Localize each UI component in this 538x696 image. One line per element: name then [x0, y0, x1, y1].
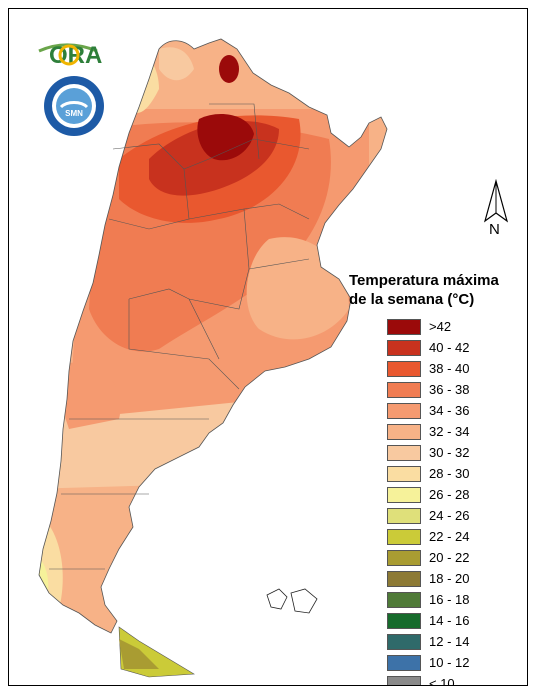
legend-label: 36 - 38: [429, 382, 470, 397]
legend-item: 26 - 28: [387, 486, 517, 507]
legend-item: 28 - 30: [387, 465, 517, 486]
legend-title-line1: Temperatura máxima: [349, 272, 499, 289]
legend-label: 28 - 30: [429, 466, 470, 481]
legend-label: 12 - 14: [429, 634, 470, 649]
legend-item: 22 - 24: [387, 528, 517, 549]
legend-swatch: [387, 529, 421, 545]
legend-swatch: [387, 319, 421, 335]
legend-swatch: [387, 445, 421, 461]
smn-logo: SMN: [43, 75, 105, 137]
legend-item: 30 - 32: [387, 444, 517, 465]
legend-label: 40 - 42: [429, 340, 470, 355]
legend-swatch: [387, 676, 421, 685]
legend-swatch: [387, 655, 421, 671]
legend-item: 18 - 20: [387, 570, 517, 591]
province-boundaries: [49, 103, 310, 570]
svg-text:ORA: ORA: [49, 42, 102, 69]
legend-swatch: [387, 487, 421, 503]
legend-swatch: [387, 340, 421, 356]
argentina-temperature-map: [38, 38, 388, 678]
svg-text:SMN: SMN: [65, 109, 83, 118]
legend-item: 38 - 40: [387, 360, 517, 381]
legend-item: 40 - 42: [387, 339, 517, 360]
legend-label: 18 - 20: [429, 571, 470, 586]
legend-label: 38 - 40: [429, 361, 470, 376]
legend-item: 16 - 18: [387, 591, 517, 612]
legend-item: 36 - 38: [387, 381, 517, 402]
map-frame: ORA SMN N Temperatura máxima de la seman…: [8, 8, 528, 686]
legend-label: < 10: [429, 676, 455, 686]
legend-title-line2: de la semana (°C): [349, 291, 475, 308]
legend-label: >42: [429, 319, 452, 334]
malvinas-islands: [266, 588, 318, 614]
legend-label: 32 - 34: [429, 424, 470, 439]
legend-swatch: [387, 550, 421, 566]
legend-label: 16 - 18: [429, 592, 470, 607]
legend-item: 12 - 14: [387, 633, 517, 654]
legend-item: 24 - 26: [387, 507, 517, 528]
north-arrow-icon: [483, 178, 509, 223]
legend-label: 14 - 16: [429, 613, 470, 628]
legend-item: 20 - 22: [387, 549, 517, 570]
legend-label: 10 - 12: [429, 655, 470, 670]
legend-swatch: [387, 634, 421, 650]
legend-swatch: [387, 508, 421, 524]
legend-label: 30 - 32: [429, 445, 470, 460]
legend-label: 34 - 36: [429, 403, 470, 418]
legend-label: 22 - 24: [429, 529, 470, 544]
legend-swatch: [387, 403, 421, 419]
north-label: N: [489, 221, 500, 238]
legend-item: < 10: [387, 675, 517, 686]
north-arrow: N: [481, 178, 511, 241]
legend-label: 26 - 28: [429, 487, 470, 502]
legend-swatch: [387, 466, 421, 482]
legend-item: 32 - 34: [387, 423, 517, 444]
legend-swatch: [387, 592, 421, 608]
legend-swatch: [387, 361, 421, 377]
legend-swatch: [387, 382, 421, 398]
legend: >42 40 - 42 38 - 40 36 - 38 34 - 36 32 - 34 30…: [387, 318, 517, 686]
legend-item: 14 - 16: [387, 612, 517, 633]
legend-item: >42: [387, 318, 517, 339]
legend-swatch: [387, 424, 421, 440]
legend-label: 24 - 26: [429, 508, 470, 523]
legend-label: 20 - 22: [429, 550, 470, 565]
legend-item: 34 - 36: [387, 402, 517, 423]
ora-logo: ORA: [37, 33, 117, 73]
legend-swatch: [387, 613, 421, 629]
legend-swatch: [387, 571, 421, 587]
legend-item: 10 - 12: [387, 654, 517, 675]
legend-title: Temperatura máxima de la semana (°C): [349, 271, 519, 309]
